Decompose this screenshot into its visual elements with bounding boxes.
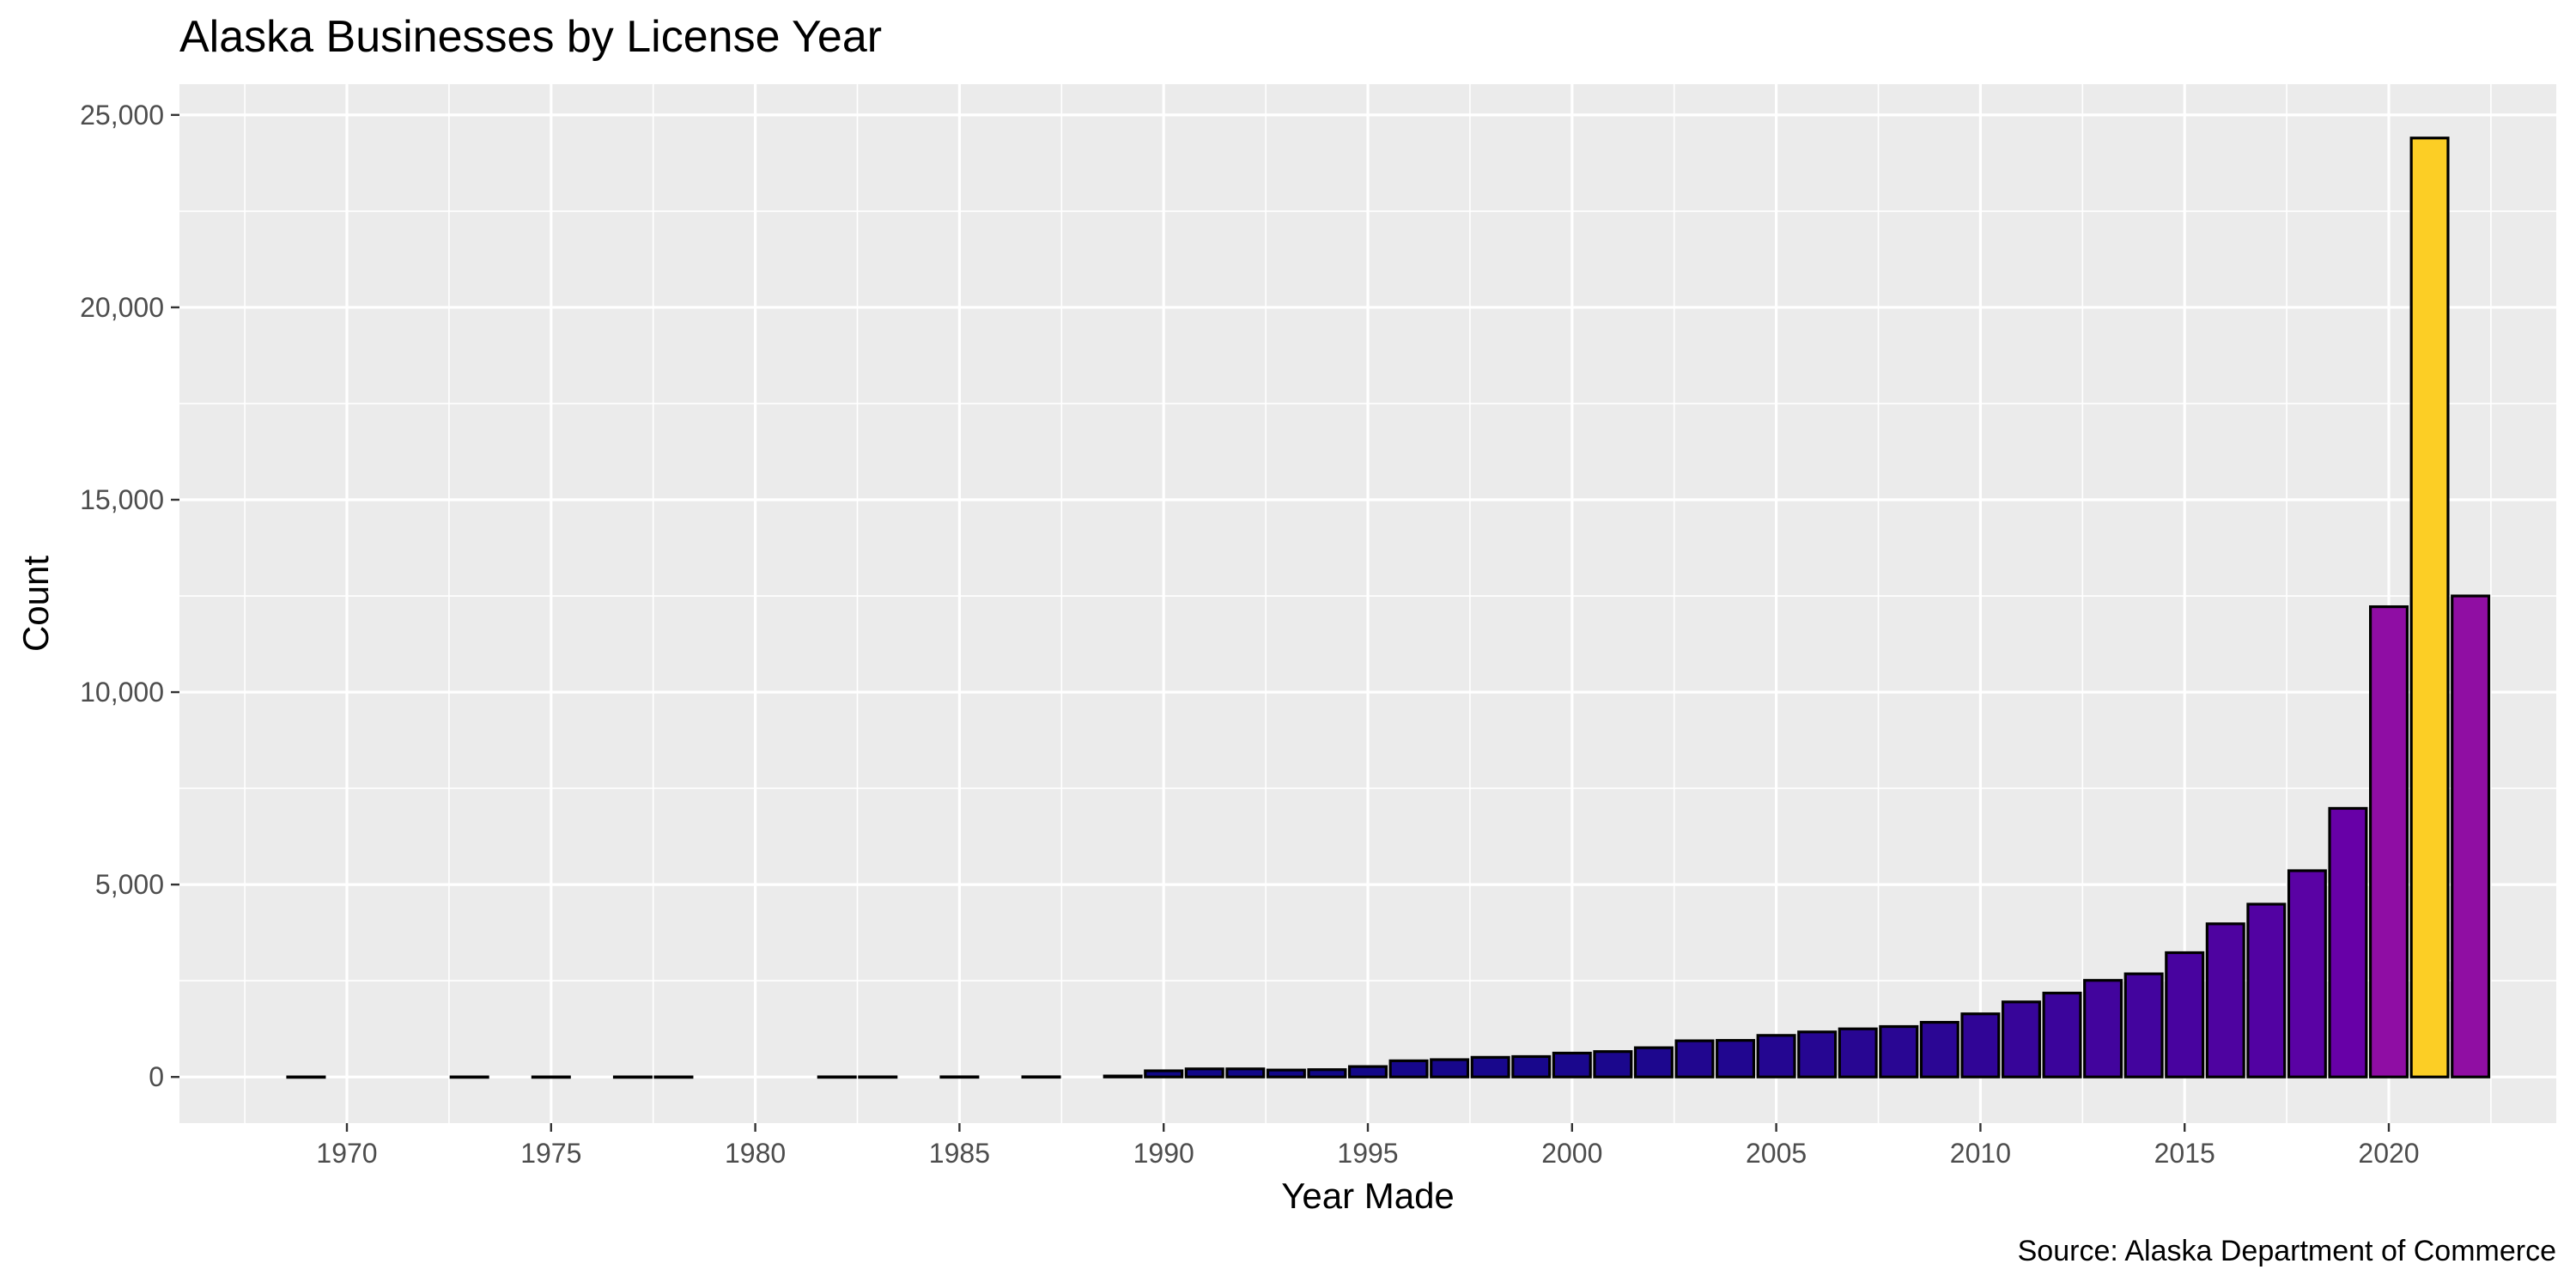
bar-1973: [449, 1075, 489, 1079]
bar-2017: [2246, 902, 2287, 1078]
bar-1997: [1430, 1058, 1470, 1078]
x-tick-label: 2000: [1541, 1138, 1602, 1169]
bar-2020: [2369, 605, 2409, 1078]
y-tick-label: 20,000: [80, 292, 164, 323]
bar-2008: [1879, 1024, 1919, 1078]
bar-1969: [286, 1075, 326, 1079]
x-tick-label: 1970: [316, 1138, 377, 1169]
x-tick-label: 1975: [520, 1138, 581, 1169]
bar-1999: [1511, 1054, 1552, 1078]
bar-1975: [531, 1075, 571, 1079]
bar-2014: [2123, 972, 2164, 1078]
bar-1989: [1103, 1074, 1143, 1078]
bar-1998: [1470, 1055, 1510, 1078]
x-axis: 1970 1975 1980 1985 1990 1995 2000 2005 2010 2015…: [316, 1123, 2420, 1169]
bar-2019: [2328, 806, 2368, 1078]
x-tick-label: 1990: [1133, 1138, 1194, 1169]
x-axis-title: Year Made: [1281, 1176, 1455, 1216]
source-caption: Source: Alaska Department of Commerce: [2018, 1235, 2556, 1267]
x-tick-label: 2005: [1746, 1138, 1807, 1169]
bar-2007: [1838, 1027, 1878, 1078]
y-tick-label: 10,000: [80, 677, 164, 708]
x-tick-label: 1980: [725, 1138, 786, 1169]
bar-1990: [1144, 1069, 1184, 1078]
bar-2011: [2001, 1000, 2041, 1078]
bar-1995: [1347, 1065, 1388, 1078]
chart-title: Alaska Businesses by License Year: [179, 12, 882, 62]
bar-1996: [1388, 1059, 1429, 1078]
y-axis-title: Count: [15, 556, 56, 652]
bar-1993: [1266, 1068, 1306, 1078]
y-tick-label: 5,000: [95, 869, 164, 900]
bar-1978: [653, 1075, 694, 1079]
x-tick-label: 1995: [1337, 1138, 1398, 1169]
y-tick-label: 15,000: [80, 484, 164, 515]
bar-2006: [1797, 1030, 1838, 1078]
bar-2004: [1716, 1039, 1756, 1078]
bar-1985: [939, 1075, 980, 1079]
y-tick-label: 0: [149, 1061, 164, 1092]
x-tick-label: 2010: [1950, 1138, 2011, 1169]
bar-2005: [1756, 1034, 1796, 1078]
x-tick-label: 2015: [2154, 1138, 2215, 1169]
bar-1987: [1021, 1075, 1061, 1079]
y-axis: 0 5,000 10,000 15,000 20,000 25,000: [80, 100, 179, 1092]
major-gridlines: [179, 84, 2556, 1123]
bar-1983: [858, 1075, 898, 1079]
bar-2001: [1593, 1050, 1633, 1078]
bar-2016: [2205, 922, 2245, 1078]
bar-1982: [817, 1075, 857, 1079]
bar-2013: [2083, 979, 2123, 1078]
bar-2002: [1633, 1046, 1674, 1078]
bar-2010: [1960, 1012, 2001, 1078]
bar-2015: [2165, 951, 2205, 1078]
bar-2021: [2409, 137, 2450, 1078]
bar-2003: [1674, 1039, 1715, 1078]
y-tick-label: 25,000: [80, 100, 164, 131]
bar-1991: [1184, 1067, 1224, 1078]
bar-1977: [612, 1075, 653, 1079]
bars: [286, 137, 2491, 1079]
bar-2022: [2451, 594, 2491, 1078]
x-tick-label: 2020: [2358, 1138, 2419, 1169]
bar-2000: [1552, 1051, 1592, 1078]
bar-1992: [1225, 1067, 1266, 1078]
bar-2018: [2287, 869, 2327, 1078]
bar-2009: [1919, 1020, 1959, 1078]
bar-1994: [1307, 1068, 1347, 1078]
x-tick-label: 1985: [929, 1138, 990, 1169]
bar-2012: [2042, 991, 2082, 1078]
